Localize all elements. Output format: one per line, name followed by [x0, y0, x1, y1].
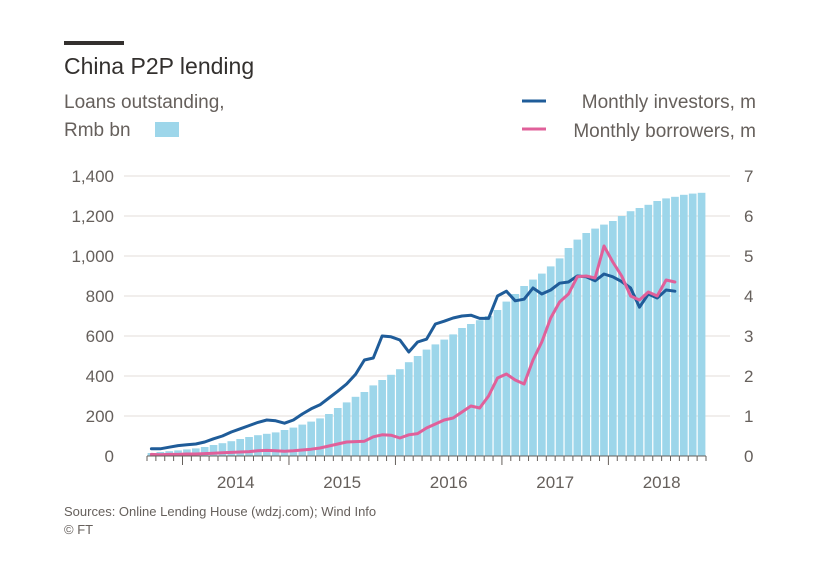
- bar: [475, 320, 484, 456]
- y-left-tick-label: 0: [105, 447, 114, 466]
- x-tick-label: 2016: [430, 473, 468, 492]
- bar: [493, 310, 502, 456]
- bar: [626, 211, 635, 456]
- bar: [227, 441, 236, 456]
- y-left-tick-label: 1,200: [71, 207, 114, 226]
- y-axis-left: 0 200 400 600 800 1,000 1,200 1,400: [71, 167, 114, 466]
- y-left-tick-label: 1,400: [71, 167, 114, 186]
- bar: [653, 201, 662, 456]
- bar: [538, 273, 546, 456]
- bar: [555, 258, 564, 456]
- bar: [688, 193, 697, 456]
- title-rule: [64, 41, 124, 45]
- sources-text: Sources: Online Lending House (wdzj.com)…: [64, 504, 376, 519]
- bar: [635, 208, 644, 456]
- x-axis-ticks: [146, 456, 707, 465]
- bar: [245, 437, 253, 456]
- y-right-tick-label: 3: [744, 327, 753, 346]
- bar: [351, 396, 360, 456]
- x-tick-label: 2015: [323, 473, 361, 492]
- borrowers-legend-label: Monthly borrowers, m: [573, 121, 756, 142]
- bar: [280, 430, 289, 456]
- bar: [458, 328, 466, 456]
- bar: [449, 334, 457, 456]
- bar: [271, 432, 280, 456]
- bar: [298, 424, 307, 456]
- bar: [679, 194, 688, 457]
- bar: [564, 248, 573, 456]
- bar: [608, 221, 617, 456]
- bar: [529, 279, 537, 456]
- bar: [662, 198, 670, 456]
- bar: [467, 324, 475, 456]
- series-lines: [149, 244, 677, 457]
- bar: [404, 362, 413, 456]
- bar: [262, 433, 271, 456]
- bar: [600, 224, 608, 456]
- chart-title: China P2P lending: [64, 53, 254, 79]
- bar: [209, 445, 218, 456]
- bar: [369, 385, 378, 456]
- bar: [591, 228, 599, 456]
- y-left-tick-label: 800: [86, 287, 114, 306]
- bar: [582, 233, 591, 456]
- bar: [218, 443, 227, 456]
- x-tick-label: 2018: [643, 473, 681, 492]
- bar: [422, 349, 431, 456]
- y-axis-right: 0 1 2 3 4 5 6 7: [744, 167, 753, 466]
- y-right-tick-label: 7: [744, 167, 753, 186]
- y-right-tick-label: 1: [744, 407, 753, 426]
- y-right-tick-label: 2: [744, 367, 753, 386]
- subtitle-line-2: Rmb bn: [64, 120, 131, 141]
- y-left-tick-label: 600: [86, 327, 114, 346]
- y-right-tick-label: 6: [744, 207, 753, 226]
- y-left-tick-label: 1,000: [71, 247, 114, 266]
- bar: [440, 339, 449, 456]
- x-tick-label: 2014: [217, 473, 255, 492]
- subtitle-line-1: Loans outstanding,: [64, 92, 225, 113]
- bar: [236, 439, 245, 456]
- bar: [520, 286, 528, 456]
- bars-loans-outstanding: [147, 192, 706, 457]
- bar: [546, 266, 555, 456]
- bar: [307, 421, 315, 456]
- bar: [671, 196, 679, 457]
- bar: [617, 216, 626, 456]
- bar: [200, 447, 209, 456]
- bar: [697, 192, 706, 457]
- bar: [289, 427, 298, 456]
- copyright-text: © FT: [64, 522, 93, 537]
- investors-legend-label: Monthly investors, m: [582, 92, 756, 113]
- bar-legend-swatch: [155, 122, 179, 137]
- bar: [484, 316, 493, 456]
- bar: [342, 402, 351, 456]
- bar: [316, 418, 324, 456]
- bar: [396, 369, 404, 456]
- y-left-tick-label: 400: [86, 367, 114, 386]
- bar: [511, 294, 520, 456]
- bar: [387, 374, 395, 456]
- y-left-tick-label: 200: [86, 407, 114, 426]
- bar: [360, 392, 369, 456]
- x-tick-label: 2017: [536, 473, 574, 492]
- y-right-tick-label: 4: [744, 287, 753, 306]
- y-right-tick-label: 0: [744, 447, 753, 466]
- y-right-tick-label: 5: [744, 247, 753, 266]
- x-axis: 2014 2015 2016 2017 2018: [217, 473, 681, 492]
- bar: [413, 356, 422, 456]
- bar: [254, 435, 262, 456]
- series-line-borrowers: [149, 244, 677, 457]
- bar: [431, 344, 440, 456]
- bar: [191, 448, 200, 456]
- bar: [378, 380, 386, 456]
- bar: [644, 204, 653, 456]
- bar: [573, 239, 582, 456]
- bar: [333, 408, 342, 456]
- bar: [502, 301, 511, 456]
- bar: [325, 414, 333, 456]
